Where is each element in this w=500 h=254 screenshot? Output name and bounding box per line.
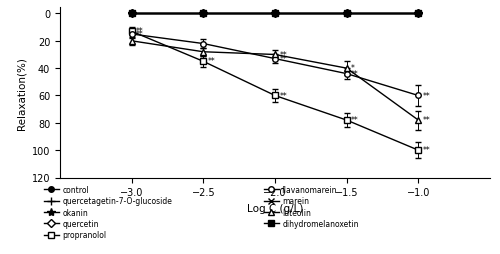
Text: **: **	[422, 91, 430, 100]
X-axis label: Log C (g/L): Log C (g/L)	[247, 203, 303, 213]
Text: **: **	[422, 116, 430, 125]
Text: **: **	[136, 27, 143, 36]
Text: **: **	[351, 116, 358, 125]
Text: **: **	[136, 30, 143, 39]
Text: *: *	[351, 64, 355, 73]
Text: **: **	[422, 146, 430, 155]
Text: **: **	[351, 69, 358, 78]
Legend: control, quercetagetin-7-O-glucoside, okanin, quercetin, propranolol: control, quercetagetin-7-O-glucoside, ok…	[44, 185, 172, 239]
Text: **: **	[280, 54, 287, 64]
Text: **: **	[280, 91, 287, 100]
Legend: flavanomarein, marein, luteolin, dihydromelanoxetin: flavanomarein, marein, luteolin, dihydro…	[264, 185, 358, 228]
Text: **: **	[208, 57, 216, 66]
Y-axis label: Relaxation(%): Relaxation(%)	[16, 56, 26, 129]
Text: **: **	[280, 50, 287, 59]
